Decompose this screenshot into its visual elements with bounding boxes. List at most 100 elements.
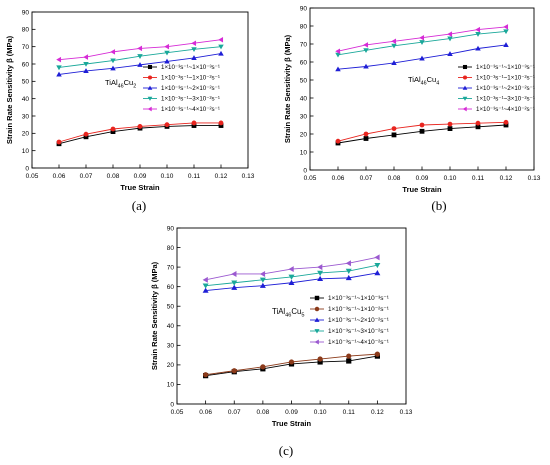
y-tick-label: 20	[22, 131, 30, 138]
x-tick-label: 0.13	[400, 409, 413, 416]
x-axis-label: True Strain	[402, 185, 442, 194]
y-tick-label: 90	[22, 9, 30, 16]
data-point	[110, 126, 116, 132]
legend-marker	[314, 339, 319, 345]
legend-marker	[314, 306, 320, 312]
legend: 1×10⁻³s⁻¹~1×10⁻³s⁻¹ 1×10⁻³s⁻¹~1×10⁻²s⁻¹ 1×…	[143, 64, 220, 113]
x-axis-label: True Strain	[120, 183, 160, 192]
data-point	[231, 284, 238, 290]
data-point	[503, 29, 509, 35]
data-point	[374, 262, 381, 269]
data-point	[288, 274, 295, 280]
data-point	[83, 134, 89, 140]
data-point	[56, 71, 62, 77]
y-tick-label: 20	[167, 362, 175, 369]
y-tick-label: 80	[167, 245, 175, 252]
series-3	[335, 42, 509, 72]
data-point	[218, 123, 224, 128]
series-4	[335, 29, 509, 58]
legend-label: 1×10⁻³s⁻¹~1×10⁻³s⁻¹	[476, 64, 535, 71]
legend-marker	[147, 75, 153, 80]
data-point	[345, 274, 352, 281]
x-tick-label: 0.10	[314, 409, 327, 416]
data-point	[391, 38, 397, 45]
series-1	[203, 353, 380, 379]
data-point	[202, 276, 208, 283]
y-axis-label: Strain Rate Sensitivity β (MPa)	[283, 34, 292, 143]
legend-marker	[147, 85, 153, 90]
data-point	[137, 45, 143, 52]
x-tick-label: 0.08	[107, 173, 120, 180]
data-point	[317, 275, 324, 282]
y-tick-label: 90	[300, 5, 308, 12]
data-point	[447, 121, 453, 127]
data-point	[218, 36, 224, 43]
data-point	[363, 131, 369, 137]
data-point	[260, 364, 266, 370]
plot-frame	[176, 227, 407, 405]
x-tick-label: 0.09	[134, 173, 147, 180]
x-tick-label: 0.09	[285, 409, 298, 416]
data-point	[419, 55, 425, 61]
x-tick-label: 0.09	[416, 175, 429, 182]
legend-label: 1×10⁻³s⁻¹~1×10⁻²s⁻¹	[476, 75, 535, 82]
data-point	[391, 43, 397, 49]
y-tick-label: 80	[300, 23, 308, 30]
panel-caption-b: (b)	[431, 198, 447, 213]
legend-label: 1×10⁻³s⁻¹~3×10⁻²s⁻¹	[161, 96, 220, 103]
x-tick-label: 0.11	[472, 175, 485, 182]
data-point	[503, 119, 509, 125]
data-point	[447, 126, 453, 131]
data-point	[83, 68, 89, 73]
legend-label: 1×10⁻³s⁻¹~1×10⁻³s⁻¹	[328, 295, 389, 302]
data-point	[231, 368, 237, 374]
data-point	[335, 66, 341, 72]
series-4	[56, 44, 224, 71]
data-point	[419, 40, 425, 45]
data-point	[317, 359, 323, 365]
y-axis-label: Strain Rate Sensitivity β (MPa)	[5, 35, 14, 144]
data-point	[374, 351, 380, 357]
data-point	[317, 270, 324, 276]
y-tick-label: 70	[22, 44, 30, 51]
data-point	[203, 372, 209, 378]
y-tick-label: 70	[167, 264, 175, 271]
legend-label: 1×10⁻³s⁻¹~3×10⁻²s⁻¹	[476, 96, 535, 103]
data-point	[191, 120, 197, 126]
data-point	[363, 63, 369, 69]
legend-marker	[462, 96, 468, 101]
data-point	[110, 58, 116, 64]
data-point	[191, 123, 197, 128]
y-tick-label: 0	[170, 401, 174, 408]
x-tick-label: 0.12	[215, 173, 228, 180]
x-tick-label: 0.12	[500, 175, 513, 182]
x-tick-label: 0.07	[80, 173, 93, 180]
data-point	[56, 139, 62, 145]
data-point	[218, 50, 224, 56]
data-point	[335, 52, 341, 58]
y-tick-label: 60	[167, 284, 175, 291]
legend-label: 1×10⁻³s⁻¹~2×10⁻²s⁻¹	[328, 317, 389, 324]
data-point	[447, 51, 453, 56]
series-5	[202, 254, 380, 283]
legend-marker	[314, 295, 320, 301]
data-point	[391, 126, 397, 131]
data-point	[419, 128, 425, 134]
y-tick-label: 40	[300, 95, 308, 102]
y-tick-label: 30	[22, 113, 30, 120]
x-tick-label: 0.13	[242, 173, 255, 180]
data-point	[110, 65, 116, 71]
chart-panel-c: 0.05 0.06 0.07 0.08 0.09 0.10 0.11 0.12 0.13 0 10 2…	[150, 225, 413, 428]
y-tick-label: 10	[22, 148, 30, 155]
data-point	[503, 42, 509, 47]
legend-marker	[462, 75, 468, 80]
x-tick-label: 0.08	[388, 175, 401, 182]
y-tick-label: 50	[22, 79, 30, 86]
y-tick-label: 50	[167, 303, 175, 310]
data-point	[110, 49, 116, 55]
x-tick-label: 0.12	[371, 409, 384, 416]
y-tick-label: 30	[300, 113, 308, 120]
panel-caption-c: (c)	[278, 443, 294, 458]
data-point	[259, 277, 266, 283]
data-point	[83, 61, 89, 67]
